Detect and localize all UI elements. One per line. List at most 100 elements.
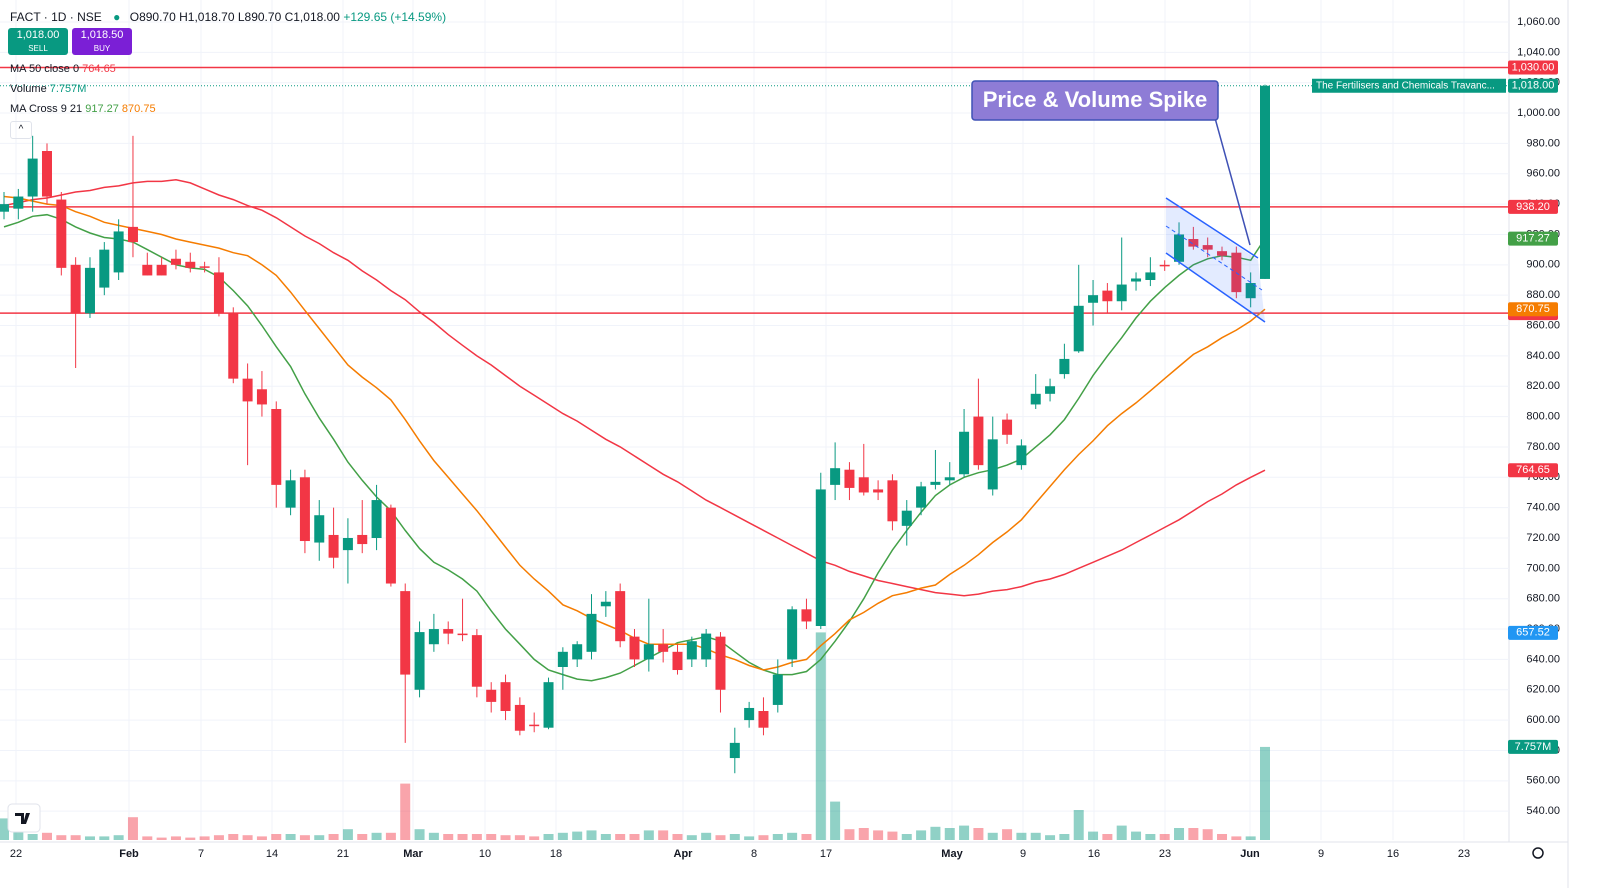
candle-body (170, 258, 181, 265)
volume-bar (643, 830, 654, 840)
candle-body (242, 378, 253, 402)
legend-value: 7.757M (49, 83, 87, 95)
candle-body (256, 389, 267, 405)
candle-body (686, 641, 697, 660)
volume-bar (1217, 834, 1228, 840)
x-tick-label: 16 (1088, 848, 1100, 860)
volume-bar (414, 829, 425, 840)
legend-ma50[interactable]: MA 50 close 0 764.65 (10, 63, 116, 75)
volume-bar (514, 835, 525, 840)
volume-bar (342, 829, 353, 840)
volume-bar (486, 834, 497, 840)
sell-button[interactable]: 1,018.00 SELL (8, 28, 68, 55)
ohlc-low: L890.70 (237, 10, 282, 24)
candle-body (744, 707, 755, 721)
candle-body (471, 635, 482, 687)
ohlc-high: H1,018.70 (179, 10, 235, 24)
volume-bar (758, 835, 769, 840)
volume-bar (99, 836, 110, 840)
candle-body (27, 158, 38, 197)
buy-price: 1,018.50 (80, 29, 124, 41)
candle-body (328, 534, 339, 558)
candle-body (772, 674, 783, 705)
candle-body (887, 480, 898, 522)
y-tick-label: 640.00 (1526, 653, 1560, 665)
collapse-button[interactable]: ^ (10, 121, 32, 139)
candle-body (357, 534, 368, 545)
candle-body (428, 629, 439, 645)
volume-bar (1102, 834, 1113, 840)
volume-bar (113, 835, 124, 840)
price-tag (1508, 60, 1558, 75)
volume-bar (185, 837, 196, 840)
candle-body (56, 199, 67, 268)
candle-body (1217, 251, 1228, 256)
volume-tag (1508, 739, 1558, 754)
volume-bar (443, 834, 454, 840)
volume-bar (600, 834, 611, 840)
settings-icon[interactable] (1532, 847, 1544, 859)
volume-bar (1131, 831, 1142, 840)
annotation-box (971, 80, 1219, 121)
volume-bar (629, 834, 640, 840)
candle-body (959, 431, 970, 475)
volume-bar (170, 836, 181, 840)
volume-bar (0, 818, 9, 840)
candle-body (1102, 290, 1113, 302)
volume-bar (930, 826, 941, 840)
x-tick-label: Apr (674, 848, 694, 860)
candle-body (500, 682, 511, 712)
volume-bar (1202, 829, 1213, 840)
volume-bar (213, 835, 224, 840)
volume-bar (271, 834, 282, 840)
candle-body (600, 601, 611, 607)
y-tick-label: 860.00 (1526, 319, 1560, 331)
volume-bar (701, 832, 712, 840)
x-tick-label: 8 (751, 848, 757, 860)
price-tag-label: 657.52 (1516, 627, 1550, 639)
candle-body (142, 264, 153, 276)
legend-ma-cross[interactable]: MA Cross 9 21 917.27 870.75 (10, 103, 156, 115)
candle-body (815, 489, 826, 627)
candle-body (385, 507, 396, 584)
buy-button[interactable]: 1,018.50 BUY (72, 28, 132, 55)
logo-mark (15, 813, 30, 824)
candle-body (41, 151, 52, 197)
volume-bar (744, 836, 755, 840)
volume-bar (615, 834, 626, 840)
channel-mid (1165, 225, 1263, 291)
volume-bar (772, 834, 783, 840)
volume-bar (944, 828, 955, 840)
volume-bar (314, 835, 325, 840)
price-tag (1508, 625, 1558, 640)
candle-body (1002, 419, 1013, 435)
candle-body (1188, 239, 1199, 247)
candle-body (1245, 283, 1256, 299)
y-tick-label: 1,000.00 (1517, 107, 1560, 119)
volume-bar (1002, 829, 1013, 840)
symbol: FACT · 1D · NSE (10, 10, 102, 24)
volume-tag-label: 7.757M (1515, 741, 1552, 753)
symbol-tag-label: The Fertilisers and Chemicals Travanc... (1316, 80, 1495, 91)
y-tick-label: 880.00 (1526, 289, 1560, 301)
volume-bar (41, 832, 52, 840)
y-tick-label: 600.00 (1526, 714, 1560, 726)
y-tick-label: 840.00 (1526, 350, 1560, 362)
price-tag-label: 1,018.00 (1512, 80, 1555, 92)
volume-bar (428, 832, 439, 840)
candle-body (930, 481, 941, 485)
volume-bar (557, 832, 568, 840)
y-tick-label: 680.00 (1526, 593, 1560, 605)
annotation: Price & Volume Spike (983, 87, 1208, 112)
volume-bar (959, 825, 970, 840)
y-tick-label: 800.00 (1526, 410, 1560, 422)
price-tag (1508, 231, 1558, 246)
y-tick-label: 560.00 (1526, 775, 1560, 787)
volume-bar (1045, 835, 1056, 840)
legend-volume[interactable]: Volume 7.757M (10, 83, 86, 95)
volume-bar (916, 830, 927, 840)
x-tick-label: 9 (1020, 848, 1026, 860)
sell-price: 1,018.00 (16, 29, 60, 41)
